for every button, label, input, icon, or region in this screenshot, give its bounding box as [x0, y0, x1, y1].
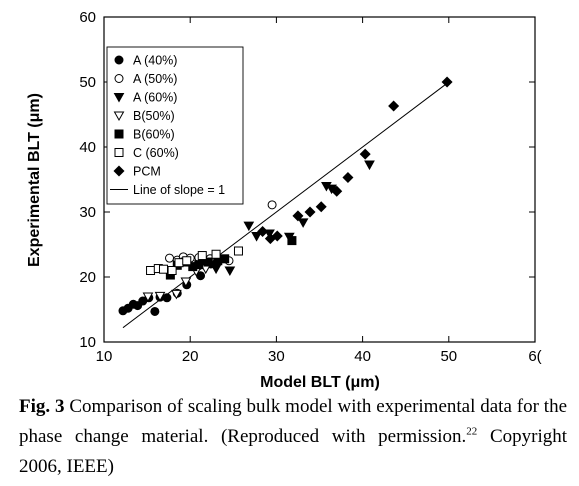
- data-point: [165, 253, 175, 263]
- data-point: [271, 230, 283, 242]
- data-point: [210, 264, 222, 275]
- data-point: [441, 76, 453, 88]
- data-point: [224, 266, 236, 277]
- data-points-layer: [118, 76, 453, 316]
- legend-marker: [114, 55, 124, 65]
- data-point: [342, 172, 354, 184]
- data-point: [297, 218, 309, 228]
- data-point: [388, 100, 400, 112]
- legend-marker: [113, 93, 125, 103]
- x-tick-label: 6(: [528, 348, 541, 365]
- legend-label: Line of slope = 1: [133, 183, 225, 197]
- y-tick-label: 20: [79, 269, 96, 286]
- caption-reference: 22: [466, 425, 478, 438]
- data-point: [292, 210, 304, 222]
- legend-marker: [113, 111, 125, 122]
- x-tick-label: 30: [268, 348, 285, 365]
- data-point: [182, 256, 192, 266]
- data-point: [251, 232, 262, 242]
- axis-ticks: 10 20 30 40 50 6( 10 20 30 40 50 60: [79, 9, 541, 365]
- data-point: [180, 277, 192, 288]
- data-point: [331, 185, 343, 197]
- data-point: [150, 306, 160, 316]
- data-point: [359, 148, 371, 160]
- y-tick-label: 30: [79, 204, 96, 221]
- legend-marker: [114, 148, 124, 157]
- x-tick-label: 40: [354, 348, 371, 365]
- legend-label: C (60%): [133, 146, 179, 160]
- legend-label: B(50%): [133, 109, 175, 123]
- data-point: [171, 289, 182, 300]
- data-point: [167, 266, 177, 275]
- slope-line-layer: [122, 82, 448, 329]
- figure-caption: Fig. 3 Comparison of scaling bulk model …: [19, 392, 567, 482]
- data-point: [287, 236, 297, 246]
- data-point: [257, 225, 269, 238]
- data-point: [364, 160, 375, 171]
- legend-label: A (40%): [133, 54, 177, 68]
- data-point: [267, 200, 277, 210]
- x-tick-label: 20: [182, 348, 199, 365]
- plot-frame: [103, 16, 536, 343]
- data-point: [174, 258, 184, 268]
- data-point: [194, 260, 204, 270]
- data-point: [162, 293, 172, 303]
- legend: A (40%) A (50%) A (60%) B(50%) B(60%) C (60%)…: [110, 54, 225, 197]
- x-tick-label: 10: [96, 348, 113, 365]
- data-point: [243, 221, 255, 232]
- y-tick-label: 40: [79, 139, 96, 156]
- data-point: [211, 249, 221, 259]
- legend-marker: [114, 129, 124, 139]
- y-tick-label: 60: [79, 9, 96, 26]
- data-point: [304, 206, 316, 218]
- data-point: [158, 264, 168, 274]
- data-point: [154, 291, 166, 302]
- caption-copyright: Copyright 2006, IEEE): [19, 426, 567, 477]
- legend-label: A (60%): [133, 91, 177, 105]
- slope-one-line: [122, 82, 448, 329]
- caption-text: Comparison of scaling bulk model with ex…: [19, 396, 568, 447]
- legend-marker: [113, 165, 125, 177]
- x-tick-label: 50: [440, 348, 457, 365]
- legend-marker: [114, 74, 124, 83]
- legend-label: B(60%): [133, 128, 175, 142]
- y-tick-label: 10: [79, 334, 96, 351]
- x-axis-title: Model BLT (μm): [260, 374, 380, 391]
- data-point: [233, 246, 243, 256]
- legend-label: PCM: [133, 165, 161, 179]
- legend-label: A (50%): [133, 72, 177, 86]
- data-point: [197, 251, 207, 261]
- data-point: [315, 201, 327, 213]
- data-point: [142, 292, 154, 303]
- data-point: [146, 266, 156, 275]
- legend-box: [106, 46, 244, 205]
- data-point: [203, 257, 213, 267]
- data-point: [220, 254, 230, 264]
- y-tick-label: 50: [79, 74, 96, 91]
- y-axis-title: Experimental BLT (μm): [26, 93, 43, 267]
- caption-figure-number: Fig. 3: [19, 396, 65, 417]
